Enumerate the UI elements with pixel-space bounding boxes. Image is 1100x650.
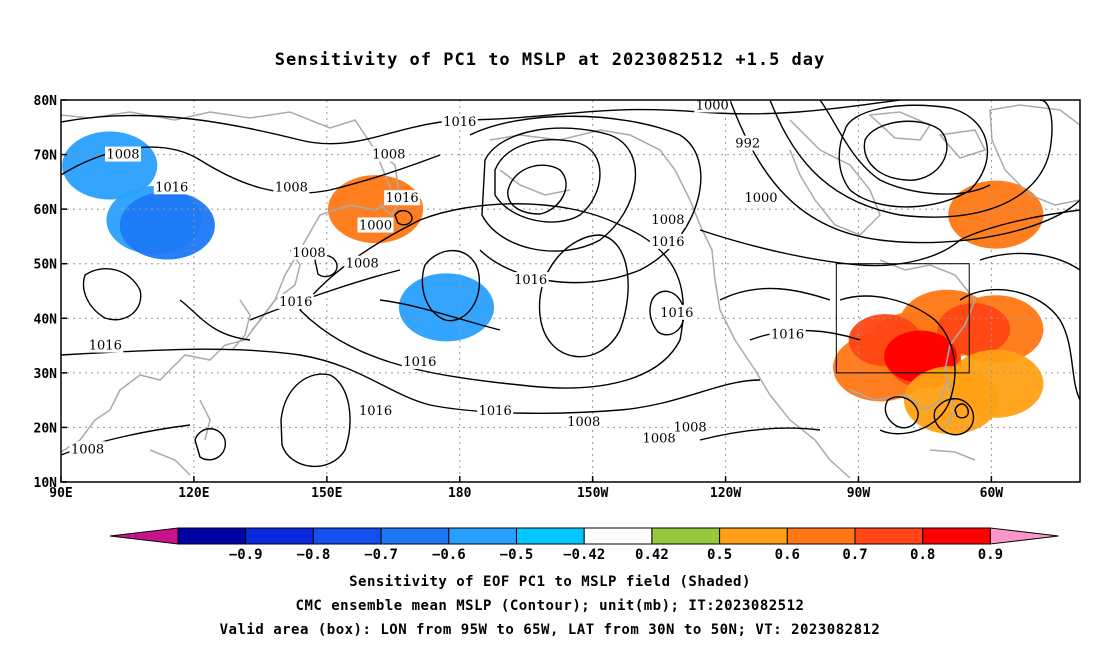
valid-area-rect (835, 263, 970, 374)
valid-area-box (835, 263, 970, 374)
lat-tick-label: 40N (34, 312, 58, 327)
lon-tick-label: 150E (311, 486, 342, 501)
lat-tick-label: 60N (34, 203, 58, 218)
contour-label-8: 1008 (293, 246, 326, 261)
contour-label-13: 1016 (514, 273, 547, 288)
colorbar-bin-4 (448, 527, 517, 545)
contour-label-18: 1008 (567, 415, 600, 430)
lon-tick-label: 180 (448, 486, 472, 501)
colorbar-label: −0.7 (364, 547, 398, 563)
colorbar-label: 0.5 (707, 547, 732, 563)
contour-label-20: 1008 (674, 420, 707, 435)
colorbar-label: 0.9 (978, 547, 1003, 563)
contour-label-23: 1008 (651, 213, 684, 228)
colorbar-label: −0.8 (297, 547, 331, 563)
lon-tick-label: 90E (49, 486, 72, 501)
colorbar-high-triangle (989, 527, 1059, 545)
colorbar-bin-1 (245, 527, 314, 545)
contour-label-5: 1008 (106, 148, 139, 163)
colorbar-label: −0.42 (563, 547, 605, 563)
caption-line-1: Sensitivity of EOF PC1 to MSLP field (Sh… (349, 574, 751, 590)
colorbar-bin-2 (312, 527, 382, 545)
sensitivity-shading (62, 131, 1044, 435)
lat-tick-label: 10N (34, 476, 58, 491)
shaded-area-9 (948, 349, 1044, 418)
colorbar: −0.9 −0.8 −0.7 −0.6 −0.5 −0.42 0.42 0.5 0.6 0.7 0.… (109, 527, 1059, 563)
colorbar-bin-11 (922, 527, 991, 545)
colorbar-label: 0.42 (635, 547, 669, 563)
coastlines (61, 104, 1080, 479)
contour-label-19: 1008 (643, 431, 676, 446)
colorbar-label: −0.9 (229, 547, 263, 563)
contour-label-9: 1016 (279, 295, 312, 310)
contour-label-1: 1008 (372, 148, 405, 163)
colorbar-bin-9 (786, 527, 856, 545)
contour-label-17: 1016 (479, 404, 512, 419)
colorbar-label: 0.7 (842, 547, 867, 563)
contour-label-12: 1008 (346, 257, 379, 272)
contour-label-7: 1008 (275, 180, 308, 195)
lat-tick-label: 80N (34, 94, 58, 109)
lon-tick-label: 120W (710, 486, 741, 501)
map-title: Sensitivity of PC1 to MSLP at 2023082512… (274, 50, 826, 70)
shaded-area-12 (119, 191, 215, 260)
caption-line-2: CMC ensemble mean MSLP (Contour); unit(m… (295, 598, 805, 614)
lat-tick-label: 70N (34, 149, 58, 164)
colorbar-label: −0.5 (500, 547, 534, 563)
lon-tick-label: 120E (178, 486, 209, 501)
colorbar-bin-5 (516, 527, 585, 545)
contour-label-4: 1000 (744, 191, 777, 206)
shaded-area-10 (948, 180, 1044, 249)
colorbar-bin-10 (854, 527, 924, 545)
colorbar-bin-7 (651, 527, 721, 545)
colorbar-label: −0.6 (432, 547, 466, 563)
contour-label-3: 992 (735, 137, 760, 152)
colorbar-low-triangle (109, 527, 179, 545)
contour-label-11: 1016 (386, 191, 419, 206)
contour-label-14: 1016 (89, 339, 122, 354)
lon-tick-label: 150W (577, 486, 608, 501)
contour-label-6: 1016 (155, 180, 188, 195)
colorbar-bin-8 (719, 527, 788, 545)
colorbar-label: 0.6 (775, 547, 800, 563)
colorbar-bin-3 (380, 527, 450, 545)
contour-label-24: 1016 (651, 235, 684, 250)
lon-tick-label: 60W (980, 486, 1004, 501)
lat-tick-label: 20N (34, 421, 58, 436)
contour-label-25: 1008 (71, 442, 104, 457)
contour-label-2: 1000 (696, 98, 729, 113)
lat-tick-label: 50N (34, 258, 58, 273)
colorbar-bin-0 (177, 527, 247, 545)
map-axes: 90E 120E 150E 180 150W 120W 90W 60W 80N 70N 60N 50N… (34, 94, 1004, 501)
colorbar-label: 0.8 (910, 547, 935, 563)
colorbar-bin-6 (583, 527, 653, 545)
contour-label-16: 1016 (359, 404, 392, 419)
contour-label-0: 1016 (443, 115, 476, 130)
map-frame (60, 99, 1081, 483)
contour-label-21: 1016 (660, 306, 693, 321)
lat-tick-label: 30N (34, 367, 58, 382)
lon-tick-label: 90W (847, 486, 871, 501)
contour-label-10: 1000 (359, 219, 392, 234)
contour-label-15: 1016 (403, 355, 436, 370)
caption-line-3: Valid area (box): LON from 95W to 65W, L… (219, 622, 881, 638)
contour-label-22: 1016 (771, 328, 804, 343)
